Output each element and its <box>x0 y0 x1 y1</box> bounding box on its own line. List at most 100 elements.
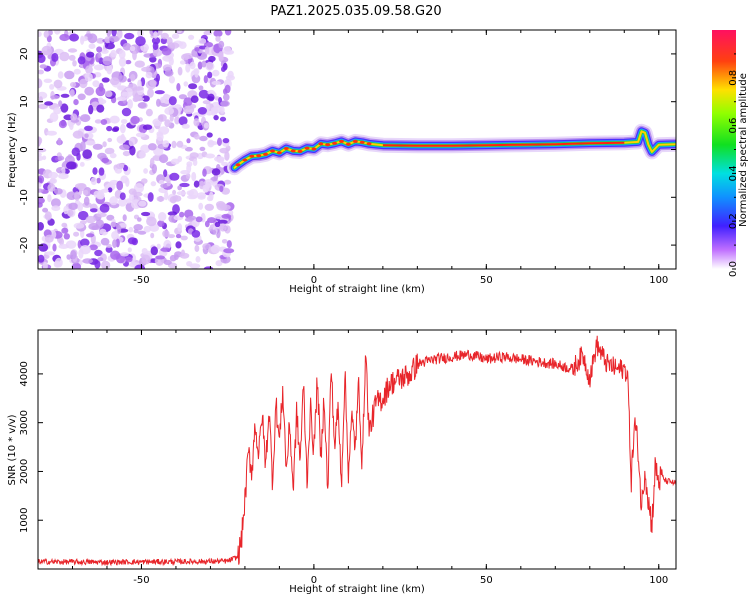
noise-blob <box>175 241 182 249</box>
noise-blob <box>167 211 178 216</box>
noise-blob <box>84 140 96 146</box>
noise-blob <box>195 216 203 223</box>
noise-blob <box>145 108 153 117</box>
noise-blob <box>219 147 230 154</box>
noise-blob <box>100 237 110 246</box>
noise-blob <box>41 51 52 55</box>
spectrogram-y-tick-label: 10 <box>19 95 30 108</box>
noise-blob <box>57 71 64 79</box>
noise-blob <box>132 50 137 61</box>
noise-blob <box>176 83 181 92</box>
noise-blob <box>201 60 207 68</box>
noise-blob <box>61 222 68 228</box>
noise-blob <box>223 46 232 55</box>
noise-blob <box>207 89 215 95</box>
noise-blob <box>223 88 228 95</box>
spectrogram-y-tick-label: -10 <box>19 189 30 205</box>
noise-blob <box>64 70 75 80</box>
noise-blob <box>67 48 78 53</box>
noise-blob <box>107 187 113 193</box>
noise-blob <box>160 247 171 252</box>
noise-blob <box>221 239 228 244</box>
noise-blob <box>119 192 126 200</box>
noise-blob <box>111 231 119 240</box>
noise-blob <box>156 243 161 250</box>
noise-blob <box>142 124 153 130</box>
spectrogram-x-tick-label: 100 <box>649 275 668 286</box>
noise-blob <box>224 30 232 36</box>
noise-blob <box>96 37 105 44</box>
noise-blob <box>75 183 86 190</box>
noise-blob <box>149 79 157 87</box>
noise-blob <box>97 191 105 200</box>
ridge-peak <box>339 139 344 143</box>
noise-blob <box>58 120 67 129</box>
noise-blob <box>44 101 54 106</box>
noise-blob <box>135 36 146 47</box>
snr-y-label: SNR (10 * v/v) <box>7 414 18 485</box>
noise-blob <box>158 179 165 185</box>
noise-blob <box>218 51 224 60</box>
noise-blob <box>177 155 183 163</box>
spectrogram-x-tick-label: 0 <box>311 275 317 286</box>
noise-blob <box>84 72 93 82</box>
noise-blob <box>70 113 78 121</box>
noise-blob <box>104 147 115 155</box>
noise-blob <box>44 234 54 243</box>
noise-blob <box>54 30 61 35</box>
snr-x-tick-label: 100 <box>649 575 668 586</box>
noise-blob <box>124 32 135 40</box>
ridge-peak <box>359 140 365 144</box>
noise-blob <box>85 215 96 224</box>
noise-blob <box>80 141 86 152</box>
noise-blob <box>183 105 195 115</box>
noise-blob <box>51 52 59 62</box>
noise-blob <box>217 219 228 224</box>
noise-blob <box>80 238 90 247</box>
noise-blob <box>128 226 134 233</box>
noise-blob <box>188 83 198 90</box>
noise-blob <box>38 31 42 37</box>
noise-blob <box>66 161 77 170</box>
noise-blob <box>207 195 213 202</box>
noise-blob <box>100 49 109 54</box>
noise-blob <box>178 116 188 126</box>
noise-blob <box>106 125 113 132</box>
noise-blob <box>169 42 180 49</box>
noise-blob <box>39 64 47 69</box>
noise-blob <box>211 168 221 176</box>
noise-blob <box>38 188 44 193</box>
noise-blob <box>109 196 118 206</box>
noise-blob <box>93 64 105 71</box>
noise-blob <box>109 115 120 124</box>
noise-blob <box>154 90 165 95</box>
noise-blob <box>151 164 157 174</box>
noise-blob <box>109 152 117 159</box>
noise-blob <box>215 35 221 42</box>
noise-blob <box>151 37 161 45</box>
noise-blob <box>155 255 166 260</box>
noise-blob <box>162 230 170 238</box>
noise-blob <box>141 95 150 102</box>
noise-blob <box>134 264 146 269</box>
noise-blob <box>42 207 49 213</box>
noise-blob <box>125 256 133 263</box>
noise-blob <box>121 107 132 117</box>
noise-blob <box>59 51 70 62</box>
noise-blob <box>169 172 180 181</box>
noise-blob <box>191 230 201 238</box>
noise-blob <box>217 137 222 146</box>
noise-blob <box>145 71 153 79</box>
noise-blob <box>206 61 213 70</box>
noise-blob <box>156 196 165 202</box>
ridge-peak <box>318 142 324 146</box>
ridge-peak <box>366 142 372 146</box>
noise-blob <box>47 30 53 36</box>
noise-blob <box>80 35 85 45</box>
noise-blob <box>96 104 105 113</box>
noise-blob <box>223 179 232 185</box>
noise-blob <box>84 86 95 96</box>
noise-blob <box>110 49 117 58</box>
noise-blob <box>127 237 137 245</box>
noise-blob <box>204 220 210 228</box>
